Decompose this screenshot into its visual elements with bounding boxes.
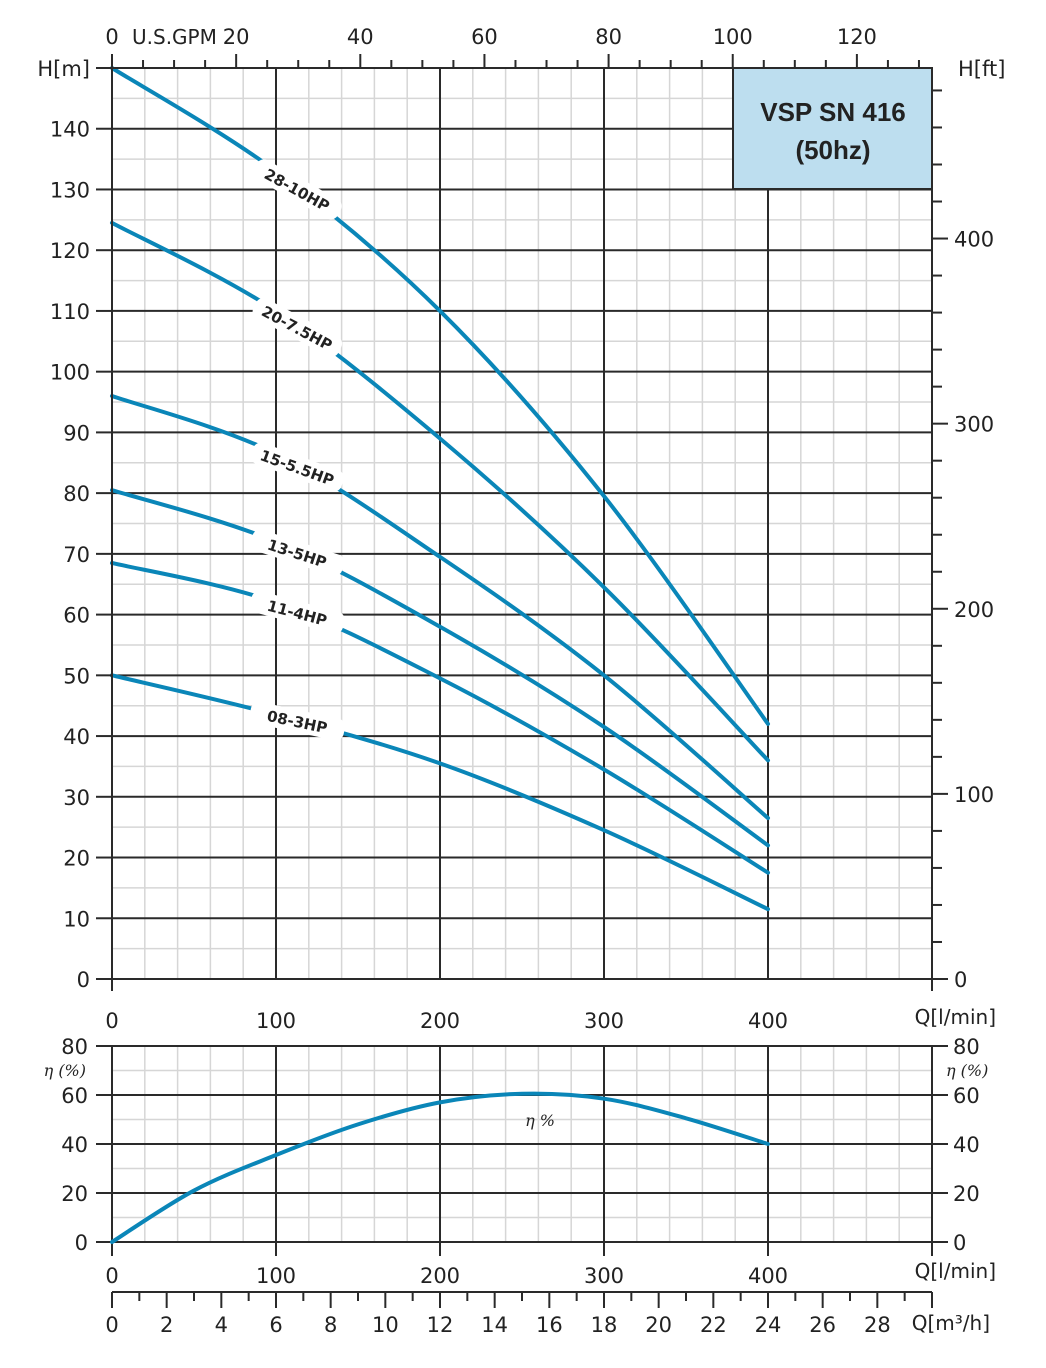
head-m-tick-label: 100 — [50, 361, 90, 385]
gpm-tick-label: 60 — [471, 25, 498, 49]
head-curve-13-5hp — [110, 488, 770, 848]
efficiency-curve-label: η % — [525, 1111, 555, 1130]
head-m-tick-label: 140 — [50, 118, 90, 142]
gpm-tick-label: 20 — [223, 25, 250, 49]
q-m3h-tick-label: 6 — [269, 1313, 282, 1337]
curve-label: 20-7.5HP — [252, 298, 343, 357]
gpm-tick-label: 120 — [837, 25, 877, 49]
q-lmin-bottom-tick-label: 300 — [584, 1264, 624, 1288]
efficiency-chart-grid — [96, 1045, 948, 1256]
model-title: VSP SN 416 — [760, 97, 906, 127]
eta-right-tick-label: 40 — [953, 1133, 980, 1157]
q-lmin-bottom-tick-label: 100 — [256, 1264, 296, 1288]
eta-left-tick-label: 0 — [75, 1231, 88, 1255]
q-m3h-tick-label: 16 — [536, 1313, 563, 1337]
head-curve-11-4hp — [110, 560, 770, 875]
q-lmin-tick-label: 300 — [584, 1009, 624, 1033]
head-curve-28-10hp — [110, 66, 770, 726]
q-m3h-tick-label: 28 — [864, 1313, 891, 1337]
head-ft-tick-label: 100 — [954, 783, 994, 807]
gpm-tick-label: 100 — [713, 25, 753, 49]
curve-label: 11-4HP — [249, 591, 345, 634]
q-m3h-tick-label: 20 — [645, 1313, 672, 1337]
eta-left-unit-label: η (%) — [44, 1061, 86, 1080]
q-lmin-bottom-unit-label: Q[l/min] — [915, 1259, 996, 1283]
gpm-tick-label: 40 — [347, 25, 374, 49]
head-curve-20-7.5hp — [110, 220, 770, 763]
head-chart-axes: 0 20 40 60 80 100 120 U.S.GPM 0 10 20 30 40 50 60 70 80 9… — [37, 25, 1005, 1033]
head-m-tick-label: 120 — [50, 239, 90, 263]
head-chart-grid — [111, 67, 933, 980]
efficiency-line — [110, 1091, 770, 1244]
head-m-tick-label: 30 — [63, 786, 90, 810]
head-m-tick-label: 90 — [63, 421, 90, 445]
head-m-tick-label: 10 — [63, 907, 90, 931]
model-frequency: (50hz) — [795, 135, 870, 165]
q-m3h-tick-label: 26 — [809, 1313, 836, 1337]
q-m3h-tick-label: 14 — [481, 1313, 508, 1337]
efficiency-curve: η % — [110, 1091, 770, 1244]
curve-label: 13-5HP — [250, 529, 345, 576]
q-m3h-tick-label: 18 — [591, 1313, 618, 1337]
gpm-tick-label: 80 — [595, 25, 622, 49]
eta-right-tick-label: 80 — [953, 1035, 980, 1059]
head-m-tick-label: 0 — [77, 968, 90, 992]
head-m-tick-label: 60 — [63, 604, 90, 628]
q-lmin-bottom-tick-label: 0 — [105, 1264, 118, 1288]
q-m3h-tick-label: 2 — [160, 1313, 173, 1337]
q-m3h-unit-label: Q[m³/h] — [912, 1311, 990, 1335]
head-m-tick-label: 70 — [63, 543, 90, 567]
head-curve-08-3hp — [110, 673, 770, 912]
eta-right-tick-label: 60 — [953, 1084, 980, 1108]
eta-left-tick-label: 40 — [61, 1133, 88, 1157]
head-curve-15-5.5hp — [110, 393, 770, 821]
q-lmin-tick-label: 0 — [105, 1009, 118, 1033]
q-m3h-tick-label: 22 — [700, 1313, 727, 1337]
eta-left-tick-label: 20 — [61, 1182, 88, 1206]
eta-left-tick-label: 80 — [61, 1035, 88, 1059]
q-lmin-tick-label: 200 — [420, 1009, 460, 1033]
q-lmin-bottom-tick-label: 200 — [420, 1264, 460, 1288]
head-m-tick-label: 110 — [50, 300, 90, 324]
curve-label: 15-5.5HP — [250, 442, 344, 492]
q-m3h-tick-label: 8 — [324, 1313, 337, 1337]
head-ft-tick-label: 300 — [954, 413, 994, 437]
head-ft-tick-label: 200 — [954, 598, 994, 622]
head-m-tick-label: 50 — [63, 664, 90, 688]
q-m3h-tick-label: 10 — [372, 1313, 399, 1337]
head-m-tick-label: 80 — [63, 482, 90, 506]
head-ft-tick-label: 400 — [954, 228, 994, 252]
q-lmin-tick-label: 400 — [748, 1009, 788, 1033]
model-title-box: VSP SN 416 (50hz) — [732, 67, 933, 190]
eta-right-tick-label: 0 — [953, 1231, 966, 1255]
head-m-tick-label: 40 — [63, 725, 90, 749]
q-lmin-unit-label: Q[l/min] — [915, 1005, 996, 1029]
q-m3h-tick-label: 12 — [427, 1313, 454, 1337]
head-m-tick-label: 130 — [50, 178, 90, 202]
q-lmin-bottom-tick-label: 400 — [748, 1264, 788, 1288]
q-m3h-tick-label: 0 — [105, 1313, 118, 1337]
gpm-tick-label: 0 — [105, 25, 118, 49]
q-m3h-tick-label: 24 — [755, 1313, 782, 1337]
head-m-unit-label: H[m] — [37, 57, 90, 81]
eta-right-tick-label: 20 — [953, 1182, 980, 1206]
head-ft-unit-label: H[ft] — [958, 57, 1005, 81]
eta-left-tick-label: 60 — [61, 1084, 88, 1108]
q-lmin-tick-label: 100 — [256, 1009, 296, 1033]
head-ft-tick-label: 0 — [954, 968, 967, 992]
eta-right-unit-label: η (%) — [946, 1061, 988, 1080]
q-m3h-tick-label: 4 — [215, 1313, 228, 1337]
head-m-tick-label: 20 — [63, 847, 90, 871]
gpm-unit-label: U.S.GPM — [132, 25, 217, 49]
